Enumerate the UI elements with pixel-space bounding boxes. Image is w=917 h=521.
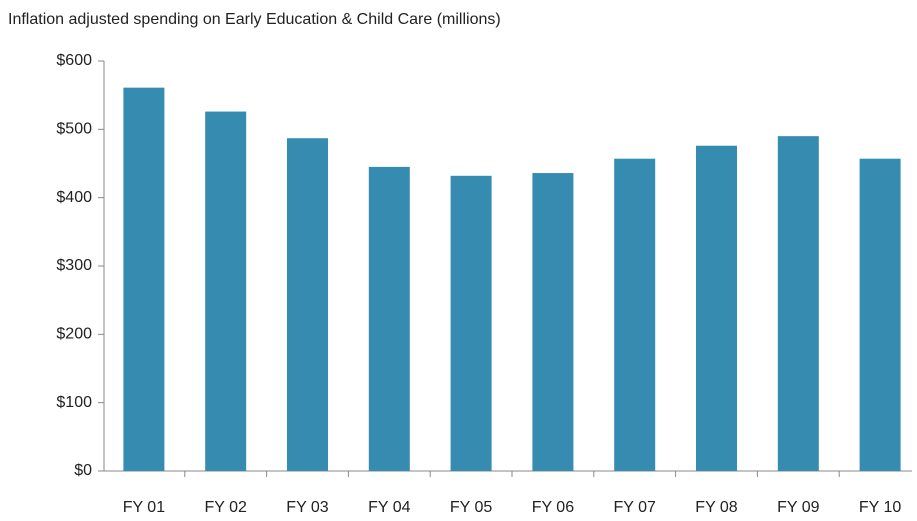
bar (205, 111, 247, 472)
bar (368, 166, 410, 471)
bar (450, 175, 492, 472)
bar (859, 158, 901, 471)
x-tick-label: FY 04 (368, 499, 411, 516)
y-tick-label: $400 (56, 189, 92, 206)
x-tick-label: FY 09 (777, 499, 820, 516)
chart-title: Inflation adjusted spending on Early Edu… (8, 11, 501, 28)
y-tick-label: $500 (56, 121, 92, 138)
bar (696, 145, 737, 471)
x-tick-label: FY 03 (286, 499, 329, 516)
bar (777, 136, 819, 471)
bar (123, 87, 165, 472)
y-tick-label: $600 (56, 52, 92, 69)
x-tick-label: FY 07 (613, 499, 656, 516)
bar (614, 158, 656, 471)
x-tick-label: FY 01 (123, 499, 166, 516)
bar (532, 173, 574, 472)
y-tick-label: $0 (74, 462, 92, 479)
y-tick-label: $200 (56, 326, 92, 343)
x-tick-label: FY 10 (859, 499, 902, 516)
y-tick-label: $300 (56, 257, 92, 274)
x-tick-label: FY 08 (695, 499, 738, 516)
bar (287, 138, 328, 471)
y-tick-label: $100 (56, 394, 92, 411)
x-tick-label: FY 06 (532, 499, 575, 516)
x-tick-label: FY 05 (450, 499, 493, 516)
x-tick-label: FY 02 (204, 499, 247, 516)
